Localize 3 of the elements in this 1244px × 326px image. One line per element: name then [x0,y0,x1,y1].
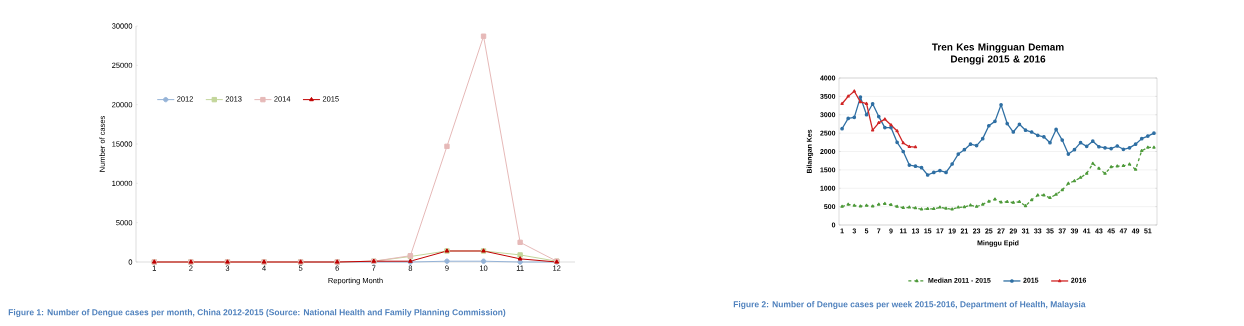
caption: Figure 1: Number of Dengue cases per month, China 2012-2015 (Source: National Health and Family Planning Commission) [8,309,506,317]
caption: Figure 2: Number of Dengue cases per week 2015-2016, Department of Health, Malaysia [733,301,1086,309]
chart-title: Tren Kes Mingguan Demam Denggi 2015 & 2016 [931,43,1064,65]
